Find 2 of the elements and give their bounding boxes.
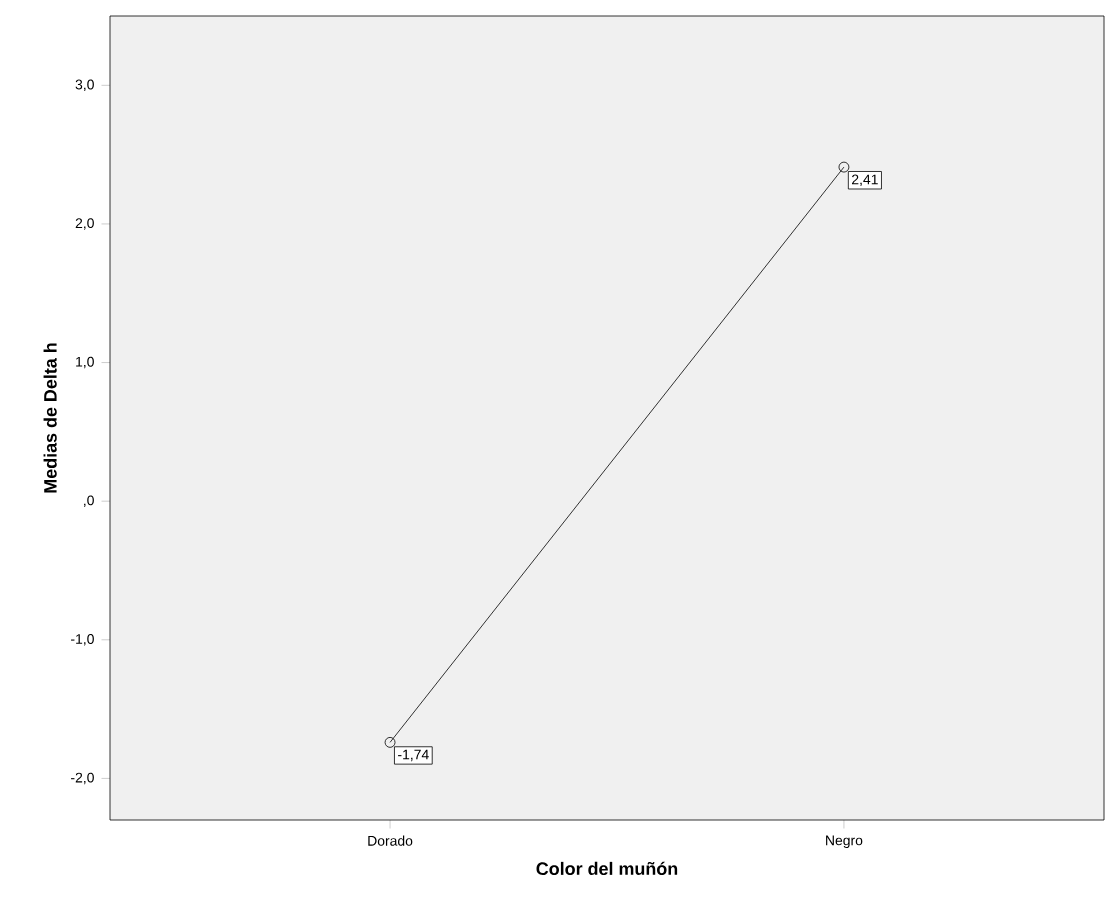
x-axis-title: Color del muñón [536,861,678,876]
y-axis-title: Medias de Delta h [43,343,57,493]
